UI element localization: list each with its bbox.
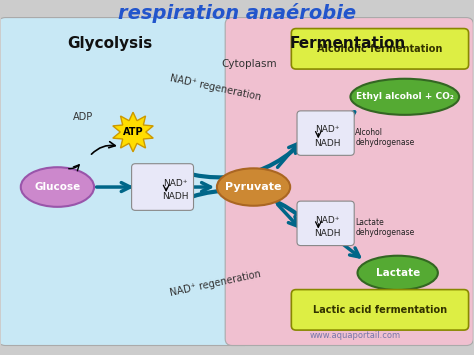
Ellipse shape [350,79,459,115]
FancyBboxPatch shape [0,17,251,345]
Text: Ethyl alcohol + CO₂: Ethyl alcohol + CO₂ [356,92,454,101]
Text: NAD⁺ regeneration: NAD⁺ regeneration [169,268,262,297]
Text: Alcohol
dehydrogenase: Alcohol dehydrogenase [355,128,414,147]
Polygon shape [113,112,153,152]
FancyBboxPatch shape [292,290,469,330]
Text: NADH: NADH [314,229,341,238]
Text: Lactic acid fermentation: Lactic acid fermentation [313,305,447,315]
Text: ADP: ADP [73,111,93,122]
Text: Cytoplasm: Cytoplasm [221,59,277,69]
Text: Fermentation: Fermentation [290,37,406,51]
FancyBboxPatch shape [132,164,193,211]
Text: NADH: NADH [162,192,189,201]
Text: Lactate
dehydrogenase: Lactate dehydrogenase [355,218,414,237]
Text: Pyruvate: Pyruvate [225,182,282,192]
Text: NAD⁺: NAD⁺ [164,179,188,189]
Text: ATP: ATP [123,127,143,137]
Ellipse shape [217,168,290,206]
FancyBboxPatch shape [297,201,354,246]
FancyBboxPatch shape [225,17,474,345]
Text: NADH: NADH [314,138,341,148]
Ellipse shape [21,167,94,207]
Text: NAD⁺ regeneration: NAD⁺ regeneration [169,73,262,103]
Text: respiration anaérobie: respiration anaérobie [118,3,356,23]
FancyBboxPatch shape [297,111,354,155]
Text: NAD⁺: NAD⁺ [316,125,340,134]
Text: NAD⁺: NAD⁺ [316,215,340,225]
Text: Lactate: Lactate [375,268,420,278]
Text: Alcoholic fermentation: Alcoholic fermentation [317,44,442,54]
Text: Glycolysis: Glycolysis [67,37,152,51]
Ellipse shape [357,256,438,290]
Text: Glucose: Glucose [34,182,81,192]
FancyBboxPatch shape [292,28,469,69]
Text: www.aquaportail.com: www.aquaportail.com [310,331,401,340]
